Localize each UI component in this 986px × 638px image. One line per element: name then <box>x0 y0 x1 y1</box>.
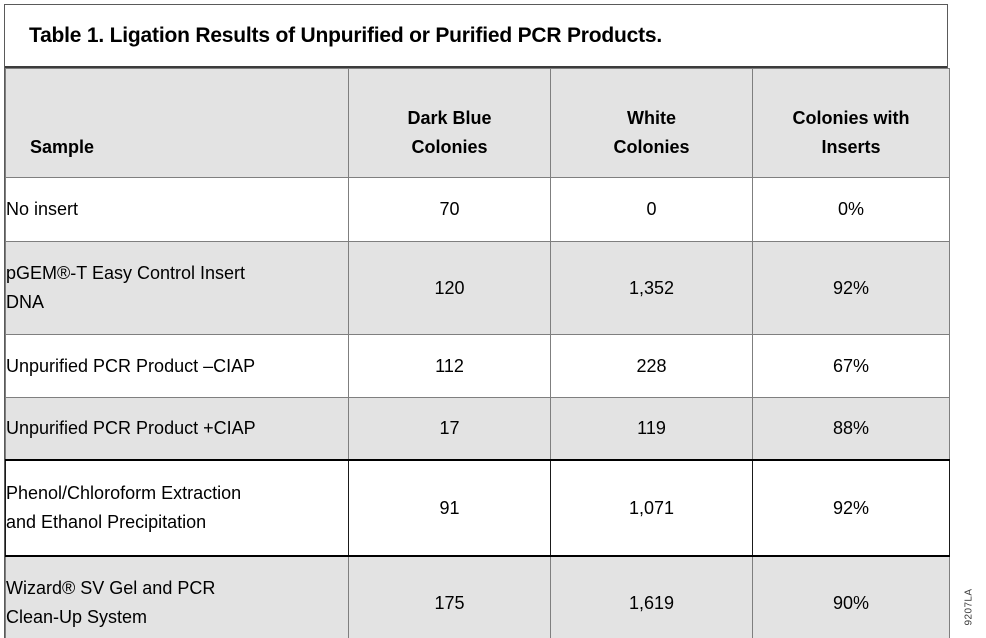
dark-blue-colonies-cell: 112 <box>348 334 551 398</box>
sample-cell: Unpurified PCR Product +CIAP <box>5 397 349 461</box>
white-colonies-cell: 228 <box>550 334 753 398</box>
table-row-pgem-control: pGEM®-T Easy Control Insert DNA 120 1,35… <box>5 241 950 335</box>
colonies-with-inserts-cell: 90% <box>752 555 950 638</box>
column-header-line: White <box>627 108 676 129</box>
column-header-sample: Sample <box>5 68 349 178</box>
colonies-with-inserts-cell: 92% <box>752 241 950 335</box>
table-row-unpurified-minus-ciap: Unpurified PCR Product –CIAP 112 228 67% <box>5 334 950 398</box>
colonies-with-inserts-cell: 67% <box>752 334 950 398</box>
column-header-dark-blue-colonies: Dark Blue Colonies <box>348 68 551 178</box>
white-colonies-cell: 0 <box>550 177 753 242</box>
column-header-line: Inserts <box>821 137 881 158</box>
dark-blue-colonies-cell: 91 <box>348 459 551 557</box>
ligation-results-table: Table 1. Ligation Results of Unpurified … <box>4 4 950 638</box>
sample-cell: Phenol/Chloroform Extraction and Ethanol… <box>5 459 349 557</box>
sample-cell: Wizard® SV Gel and PCR Clean-Up System <box>5 555 349 638</box>
column-header-colonies-with-inserts: Colonies with Inserts <box>752 68 950 178</box>
figure-number-label: 9207LA <box>963 588 975 626</box>
column-header-line: Dark Blue <box>407 108 492 129</box>
column-header-line: Colonies with <box>792 108 910 129</box>
column-header-line: Colonies <box>411 137 488 158</box>
white-colonies-cell: 1,619 <box>550 555 753 638</box>
dark-blue-colonies-cell: 175 <box>348 555 551 638</box>
table-row-phenol-chloroform: Phenol/Chloroform Extraction and Ethanol… <box>5 459 950 557</box>
colonies-with-inserts-cell: 0% <box>752 177 950 242</box>
white-colonies-cell: 1,352 <box>550 241 753 335</box>
table-header-row: Sample Dark Blue Colonies White Colonies… <box>5 68 950 178</box>
column-header-white-colonies: White Colonies <box>550 68 753 178</box>
sample-cell: pGEM®-T Easy Control Insert DNA <box>5 241 349 335</box>
data-table: Sample Dark Blue Colonies White Colonies… <box>5 68 950 638</box>
sample-cell: No insert <box>5 177 349 242</box>
dark-blue-colonies-cell: 120 <box>348 241 551 335</box>
sample-cell: Unpurified PCR Product –CIAP <box>5 334 349 398</box>
table-row-wizard-sv: Wizard® SV Gel and PCR Clean-Up System 1… <box>5 555 950 638</box>
colonies-with-inserts-cell: 92% <box>752 459 950 557</box>
table-title: Table 1. Ligation Results of Unpurified … <box>5 5 947 68</box>
table-row-no-insert: No insert 70 0 0% <box>5 177 950 242</box>
white-colonies-cell: 1,071 <box>550 459 753 557</box>
dark-blue-colonies-cell: 70 <box>348 177 551 242</box>
colonies-with-inserts-cell: 88% <box>752 397 950 461</box>
table-row-unpurified-plus-ciap: Unpurified PCR Product +CIAP 17 119 88% <box>5 397 950 461</box>
column-header-line: Colonies <box>613 137 690 158</box>
white-colonies-cell: 119 <box>550 397 753 461</box>
dark-blue-colonies-cell: 17 <box>348 397 551 461</box>
